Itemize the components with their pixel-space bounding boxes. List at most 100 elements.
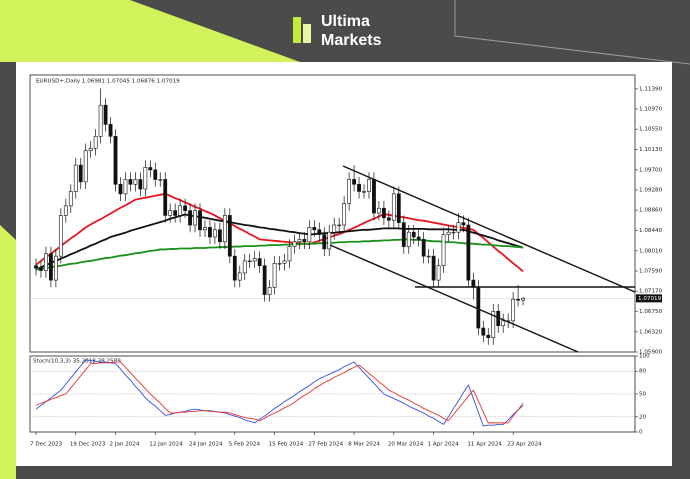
x-tick-label: 2 Jan 2024 [110, 442, 140, 448]
candle-body [421, 239, 426, 257]
candle-body [168, 210, 173, 216]
candle-body [481, 327, 486, 336]
candle-body [53, 255, 58, 281]
candle-body [208, 227, 212, 238]
candle-body [217, 229, 222, 243]
candle-body [441, 234, 446, 267]
main-frame [29, 74, 636, 353]
candle-body [312, 227, 317, 231]
candle-body [93, 136, 98, 149]
candle-body [486, 334, 491, 338]
x-tick-label: 7 Dec 2023 [30, 442, 63, 448]
candle-body [88, 148, 93, 152]
candle-body [232, 255, 237, 281]
candle-body [461, 222, 466, 226]
candle-body [138, 179, 143, 190]
candle-body [431, 255, 436, 281]
y-tick-label: 1.10130 [639, 147, 663, 153]
y-tick-label: 100 [639, 354, 650, 360]
x-tick-label: 27 Feb 2024 [308, 442, 343, 448]
candle-body [471, 279, 476, 288]
y-tick-label: 1.10550 [639, 127, 663, 133]
candle-body [222, 215, 227, 243]
candle-body [386, 217, 391, 221]
trendline [342, 165, 636, 293]
candle-body [128, 179, 133, 185]
candle-body [381, 207, 386, 219]
candle-body [158, 179, 163, 181]
y-tick-label: 1.06320 [639, 329, 663, 335]
y-tick-label: 80 [639, 369, 647, 375]
candle-body [58, 215, 63, 257]
x-tick-label: 24 Jan 2024 [189, 442, 223, 448]
candle-body [34, 265, 38, 269]
candle-body [466, 224, 471, 281]
candle-body [446, 231, 451, 235]
candle-body [332, 224, 337, 233]
candle-body [148, 167, 153, 171]
y-tick-label: 1.07590 [639, 269, 663, 275]
candle-body [292, 241, 297, 247]
y-tick-label: 1.08010 [639, 248, 663, 254]
y-tick-label: 1.07170 [639, 289, 663, 295]
y-tick-label: 1.11390 [639, 86, 663, 92]
candle-body [108, 124, 113, 137]
candle-body [297, 239, 302, 243]
candle-body [491, 310, 496, 338]
candle-body [302, 239, 307, 243]
candle-body [282, 260, 287, 264]
brand-name: Ultima [321, 13, 370, 30]
candle-body [63, 205, 68, 216]
candle-body [39, 267, 43, 271]
indicator-line [35, 213, 524, 271]
candle-body [153, 169, 158, 180]
y-tick-label: 1.10970 [639, 107, 663, 113]
candle-body [451, 231, 456, 234]
y-tick-label: 1.08440 [639, 228, 663, 234]
candle-body [118, 183, 123, 195]
y-tick-label: 1.09700 [639, 167, 663, 173]
candle-body [357, 183, 361, 192]
candle-body [367, 179, 371, 192]
candle-body [113, 136, 118, 185]
candle-body [456, 222, 461, 233]
candle-body [188, 210, 192, 226]
trendlines [329, 165, 636, 353]
logo-icon [303, 24, 311, 43]
candle-body [377, 207, 381, 214]
y-tick-label: 50 [639, 392, 647, 398]
candle-body [396, 193, 401, 223]
y-tick-label: 1.06750 [639, 309, 663, 315]
candle-body [277, 263, 282, 265]
y-tick-label: 20 [639, 414, 647, 420]
candle-body [372, 179, 376, 214]
candle-body [183, 205, 188, 211]
candle-body [123, 179, 128, 195]
candle-body [352, 179, 356, 185]
candle-body [247, 260, 252, 263]
candle-body [252, 258, 257, 262]
candle-body [406, 231, 411, 247]
candle-body [178, 205, 183, 216]
y-tick-label: 1.05900 [639, 350, 663, 356]
candle-body [272, 263, 277, 288]
candle-body [203, 227, 207, 231]
candle-body [436, 265, 441, 281]
candle-body [68, 191, 73, 207]
stoch-title: Stoch(10,3,3) 35.2818 38.2589 [33, 359, 121, 365]
candle-body [426, 255, 431, 258]
y-tick-label: 0 [639, 430, 643, 436]
indicator-line [35, 359, 524, 427]
candle-body [242, 260, 247, 274]
candle-body [347, 179, 352, 204]
x-tick-label: 20 Mar 2024 [388, 442, 424, 448]
chart-panel [16, 62, 672, 466]
candle-body [98, 104, 103, 137]
x-tick-label: 5 Feb 2024 [229, 442, 261, 448]
candle-body [227, 215, 232, 257]
candle-body [411, 231, 416, 238]
logo: Ultima Markets [293, 13, 382, 49]
trendline [329, 244, 579, 353]
candle-body [103, 104, 108, 125]
